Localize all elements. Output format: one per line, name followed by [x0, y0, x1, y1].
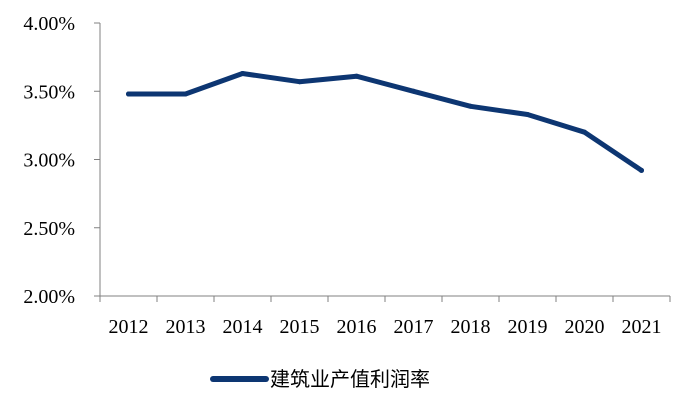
legend: 建筑业产值利润率	[210, 367, 430, 391]
data-point	[525, 111, 530, 117]
x-tick-label: 2012	[109, 316, 149, 338]
y-tick-label: 2.50%	[23, 218, 75, 240]
series-layer	[126, 71, 644, 173]
y-tick-label: 3.00%	[23, 150, 75, 172]
series-line	[126, 71, 644, 173]
data-point	[468, 103, 473, 109]
x-tick-label: 2017	[394, 316, 434, 338]
y-tick-label: 3.50%	[23, 81, 75, 103]
data-point	[411, 88, 416, 94]
y-tick-label: 4.00%	[23, 13, 75, 35]
y-tick-label: 2.00%	[23, 286, 75, 308]
x-tick-label: 2015	[280, 316, 320, 338]
data-point	[297, 79, 302, 85]
data-point	[183, 91, 188, 97]
x-tick-label: 2019	[508, 316, 548, 338]
data-point	[582, 129, 587, 135]
legend-label: 建筑业产值利润率	[270, 367, 430, 391]
data-point	[126, 91, 131, 97]
x-tick-label: 2014	[223, 316, 263, 338]
data-point	[240, 71, 245, 77]
x-axis: 2012 2013 2014 2015 2016 2017 2018 2019 2020 2021	[99, 295, 671, 338]
x-tick-label: 2016	[337, 316, 377, 338]
y-axis: 2.00% 2.50% 3.00% 3.50% 4.00%	[23, 13, 101, 308]
x-tick-label: 2013	[166, 316, 206, 338]
data-point	[639, 167, 644, 173]
x-tick-label: 2018	[451, 316, 491, 338]
x-tick-label: 2020	[565, 316, 605, 338]
data-point	[354, 73, 359, 79]
x-tick-label: 2021	[622, 316, 662, 338]
